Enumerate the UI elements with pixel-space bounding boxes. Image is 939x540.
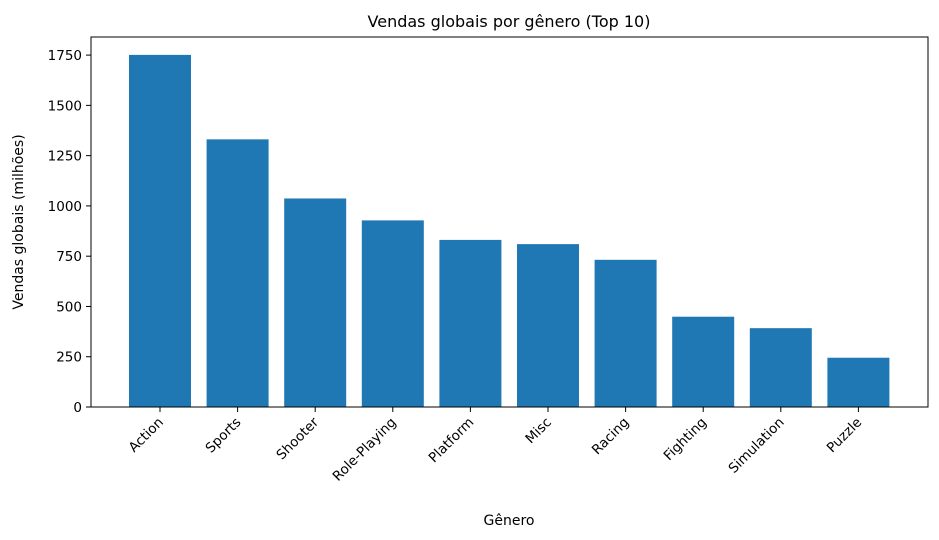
bar-sports [206, 139, 269, 407]
plot-frame [90, 36, 929, 408]
y-tick-label-1750: 1750 [48, 48, 82, 64]
y-tick-label-500: 500 [56, 299, 82, 315]
y-tick-label-0: 0 [73, 400, 82, 416]
x-tick-label-fighting: Fighting [661, 415, 710, 464]
x-tick-label-racing: Racing [589, 415, 633, 459]
y-tick-label-750: 750 [56, 249, 82, 265]
bar-puzzle [827, 357, 890, 407]
x-tick-label-puzzle: Puzzle [824, 415, 866, 457]
bar-racing [594, 259, 657, 407]
y-axis: 0 250 500 750 1000 1250 1500 1750 [48, 48, 91, 416]
bar-shooter [284, 198, 347, 407]
bar-simulation [749, 328, 812, 407]
y-tick-label-1250: 1250 [48, 149, 82, 165]
y-axis-label: Vendas globais (milhões) [11, 134, 27, 309]
bar-misc [517, 244, 579, 407]
x-tick-label-simulation: Simulation [725, 415, 787, 477]
y-tick-label-1000: 1000 [48, 199, 82, 215]
x-axis-label: Gênero [484, 513, 535, 529]
y-tick-label-250: 250 [56, 350, 82, 366]
bar-fighting [672, 316, 735, 407]
bar-action [129, 54, 191, 408]
chart-title: Vendas globais por gênero (Top 10) [368, 12, 651, 31]
bar-role-playing [361, 220, 424, 407]
x-tick-label-misc: Misc [522, 415, 554, 447]
x-tick-label-role-playing: Role-Playing [330, 415, 400, 485]
x-tick-label-sports: Sports [203, 415, 245, 457]
bars-group [129, 54, 890, 408]
x-tick-label-action: Action [126, 415, 167, 456]
x-tick-label-platform: Platform [426, 415, 478, 467]
x-axis: Action Sports Shooter Role-Playing Platform M… [126, 407, 866, 485]
x-tick-label-shooter: Shooter [273, 414, 322, 463]
bar-platform [439, 239, 502, 407]
y-tick-label-1500: 1500 [48, 98, 82, 114]
